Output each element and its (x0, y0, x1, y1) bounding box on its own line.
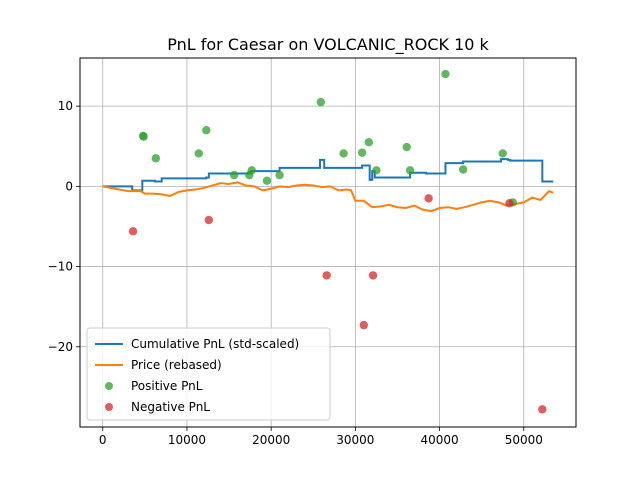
legend-swatch-negative-pnl (105, 403, 113, 411)
x-tick-label: 10000 (168, 433, 206, 447)
y-tick-label: 10 (58, 99, 73, 113)
y-axis: −20 −10 0 10 (48, 99, 80, 354)
legend-label-cumulative-pnl: Cumulative PnL (std-scaled) (131, 337, 299, 351)
series-line-price (102, 181, 554, 213)
positive-pnl-point (139, 132, 148, 141)
legend: Cumulative PnL (std-scaled) Price (rebas… (86, 327, 331, 421)
positive-pnl-point (275, 170, 284, 180)
positive-pnl-point (364, 138, 374, 147)
negative-pnl-point (204, 215, 214, 225)
x-tick-label: 30000 (336, 433, 374, 447)
negative-pnl-point (128, 227, 138, 236)
positive-pnl-point (441, 69, 450, 79)
x-tick-label: 0 (99, 433, 107, 447)
series-line-cumulative-pnl (102, 158, 554, 192)
negative-pnl-point (424, 194, 433, 203)
positive-pnl-point (202, 125, 211, 135)
y-tick-label: −20 (48, 340, 73, 354)
x-axis: 0 10000 20000 30000 40000 50000 (99, 427, 543, 447)
positive-pnl-point (402, 142, 411, 152)
legend-label-positive-pnl: Positive PnL (131, 379, 203, 393)
axes-frame (79, 57, 577, 428)
legend-box (86, 327, 331, 421)
negative-pnl-point (368, 271, 378, 280)
positive-pnl-point (194, 149, 203, 158)
positive-pnl-point (262, 176, 272, 185)
positive-pnl-point (405, 166, 415, 175)
x-tick-label: 50000 (505, 433, 543, 447)
negative-pnl-point (505, 198, 514, 208)
legend-label-negative-pnl: Negative PnL (131, 400, 210, 414)
chart-title: PnL for Caesar on VOLCANIC_ROCK 10 k (167, 35, 489, 55)
x-tick-label: 20000 (252, 433, 290, 447)
positive-pnl-point (151, 154, 160, 163)
negative-pnl-point (322, 271, 331, 280)
negative-pnl-point (538, 405, 547, 414)
positive-pnl-point (316, 97, 326, 107)
positive-pnl-point (357, 148, 367, 157)
positive-pnl-point (498, 149, 507, 158)
negative-pnl-point (359, 320, 368, 330)
y-tick-label: −10 (48, 260, 73, 274)
positive-pnl-point (339, 149, 348, 158)
x-tick-label: 40000 (420, 433, 458, 447)
y-tick-label: 0 (65, 179, 73, 193)
legend-swatch-positive-pnl (105, 382, 113, 390)
positive-pnl-point (372, 166, 381, 175)
grid (80, 58, 576, 427)
positive-pnl-point (247, 166, 256, 175)
positive-pnl-point (229, 170, 239, 180)
legend-label-price: Price (rebased) (131, 358, 222, 372)
plot-area (102, 69, 554, 414)
positive-pnl-point (458, 165, 468, 174)
